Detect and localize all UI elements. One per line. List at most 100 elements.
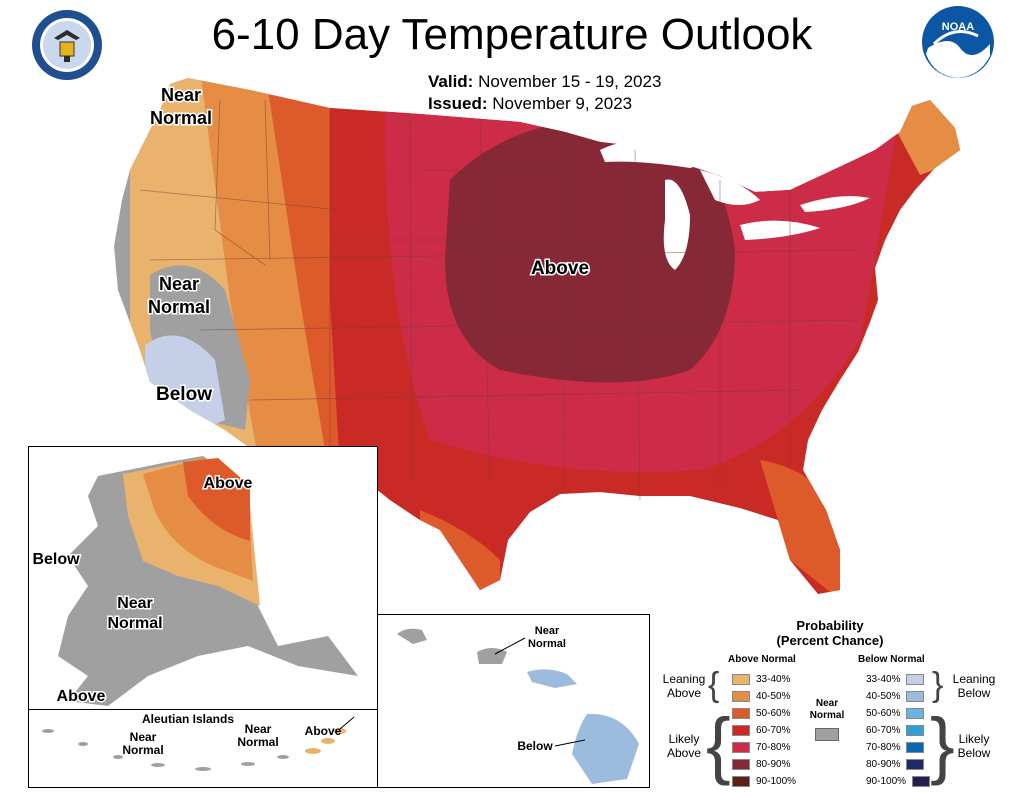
page-title: 6-10 Day Temperature Outlook bbox=[211, 10, 813, 59]
above-swatch-6 bbox=[732, 775, 750, 787]
above-row-1: 40-50% bbox=[732, 690, 790, 702]
aleutian-near-normal-2-line-1: Near bbox=[245, 722, 272, 736]
alaska-above-label: Above bbox=[204, 475, 253, 492]
below-row-0: 33-40% bbox=[866, 673, 925, 685]
issued-line: Issued: November 9, 2023 bbox=[428, 94, 632, 114]
alaska-below-label: Below bbox=[32, 551, 80, 568]
great-lakes bbox=[600, 140, 870, 270]
above-row-3: 60-70% bbox=[732, 724, 790, 736]
below-range-4: 70-80% bbox=[866, 741, 901, 753]
legend-leaning-below: Leaning Below bbox=[946, 672, 1002, 700]
aleutian-title: Aleutian Islands bbox=[142, 712, 234, 726]
legend-likely-below: Likely Below bbox=[946, 732, 1002, 760]
below-range-3: 60-70% bbox=[866, 724, 901, 736]
legend-title-line-2: (Percent Chance) bbox=[776, 633, 884, 648]
doc-seal-icon bbox=[32, 10, 102, 80]
aleutian-leaning-above bbox=[305, 728, 346, 754]
svg-text:NOAA: NOAA bbox=[942, 21, 974, 33]
leaning-below-line-2: Below bbox=[957, 686, 991, 700]
conus-below-label: Below bbox=[156, 384, 212, 405]
hawaii-near-normal-line-2: Normal bbox=[528, 638, 566, 650]
alaska-50-60 bbox=[183, 458, 250, 541]
legend-leaning-above: Leaning Above bbox=[656, 672, 712, 700]
valid-dates: November 15 - 19, 2023 bbox=[478, 72, 662, 91]
hawaii-kauai bbox=[397, 628, 427, 644]
above-swatch-4 bbox=[732, 741, 750, 753]
above-row-0: 33-40% bbox=[732, 673, 790, 685]
likely-above-line-1: Likely bbox=[668, 732, 700, 746]
state-borders bbox=[139, 99, 861, 501]
hawaii-below-label: Below bbox=[517, 739, 553, 753]
above-range-6: 90-100% bbox=[756, 775, 797, 787]
hawaii-big-island bbox=[572, 713, 639, 784]
legend-above-header: Above Normal bbox=[728, 654, 796, 665]
below-swatch-6 bbox=[912, 775, 931, 787]
below-row-4: 70-80% bbox=[866, 741, 925, 753]
alaska-above-south-label: Above bbox=[57, 688, 106, 705]
below-row-1: 40-50% bbox=[866, 690, 925, 702]
aleutian-near-normal-1-line-1: Near bbox=[130, 730, 157, 744]
near-normal-line-1: Near bbox=[815, 698, 839, 709]
hawaii-near-normal-line-1: Near bbox=[535, 625, 560, 637]
conus-near-normal-ca-label-1: Near bbox=[159, 274, 199, 294]
alaska-near-normal-label-2: Normal bbox=[107, 615, 162, 632]
aleutian-above-label: Above bbox=[305, 724, 342, 738]
conus-near-normal-nw-label-2: Normal bbox=[150, 108, 212, 128]
aleutian-islands bbox=[42, 729, 289, 771]
legend-likely-above: Likely Above bbox=[656, 732, 712, 760]
alaska-inset: Above Below Near Normal Above bbox=[28, 446, 378, 710]
valid-label: Valid: bbox=[428, 72, 474, 91]
likely-below-line-2: Below bbox=[957, 746, 991, 760]
above-range-0: 33-40% bbox=[756, 673, 791, 685]
leaning-below-line-1: Leaning bbox=[952, 672, 996, 686]
aleutian-inset: Aleutian Islands Near Normal Near Normal… bbox=[28, 709, 378, 788]
above-row-5: 80-90% bbox=[732, 758, 790, 770]
above-range-1: 40-50% bbox=[756, 690, 791, 702]
below-row-5: 80-90% bbox=[866, 758, 925, 770]
below-range-6: 90-100% bbox=[866, 775, 907, 787]
above-swatch-5 bbox=[732, 758, 750, 770]
below-swatch-3 bbox=[906, 724, 925, 736]
hawaii-inset: Near Normal Below bbox=[377, 614, 650, 788]
above-swatch-2 bbox=[732, 707, 750, 719]
issued-label: Issued: bbox=[428, 94, 488, 113]
below-swatch-2 bbox=[906, 707, 925, 719]
below-range-1: 40-50% bbox=[866, 690, 901, 702]
below-row-3: 60-70% bbox=[866, 724, 925, 736]
legend-below-header: Below Normal bbox=[858, 654, 925, 665]
aleutian-near-normal-2-line-2: Normal bbox=[237, 735, 278, 749]
near-normal-swatch bbox=[815, 728, 839, 741]
legend-near-normal: Near Normal bbox=[804, 698, 850, 722]
above-swatch-0 bbox=[732, 673, 750, 685]
below-range-2: 50-60% bbox=[866, 707, 901, 719]
brace-leaning-below: } bbox=[932, 666, 944, 704]
below-swatch-5 bbox=[906, 758, 925, 770]
above-row-4: 70-80% bbox=[732, 741, 790, 753]
above-swatch-1 bbox=[732, 690, 750, 702]
noaa-logo-icon: NOAA bbox=[922, 6, 994, 78]
below-row-2: 50-60% bbox=[866, 707, 925, 719]
above-swatch-3 bbox=[732, 724, 750, 736]
likely-below-line-1: Likely bbox=[958, 732, 990, 746]
below-range-0: 33-40% bbox=[866, 673, 901, 685]
aleutian-near-normal-1-line-2: Normal bbox=[122, 743, 163, 757]
below-swatch-0 bbox=[906, 673, 925, 685]
brace-leaning-above: { bbox=[708, 666, 720, 704]
issued-date: November 9, 2023 bbox=[492, 94, 633, 113]
hawaii-maui bbox=[527, 669, 577, 688]
conus-above-label: Above bbox=[531, 258, 589, 279]
leaning-above-line-2: Above bbox=[666, 686, 702, 700]
above-row-6: 90-100% bbox=[732, 775, 796, 787]
legend-title-line-1: Probability bbox=[796, 618, 864, 633]
near-normal-line-2: Normal bbox=[809, 710, 845, 721]
above-range-4: 70-80% bbox=[756, 741, 791, 753]
below-row-6: 90-100% bbox=[866, 775, 931, 787]
alaska-near-normal-label-1: Near bbox=[117, 595, 153, 612]
above-range-5: 80-90% bbox=[756, 758, 791, 770]
below-range-5: 80-90% bbox=[866, 758, 901, 770]
conus-near-normal-nw-label-1: Near bbox=[161, 85, 201, 105]
above-range-2: 50-60% bbox=[756, 707, 791, 719]
legend-title: Probability (Percent Chance) bbox=[750, 618, 910, 648]
